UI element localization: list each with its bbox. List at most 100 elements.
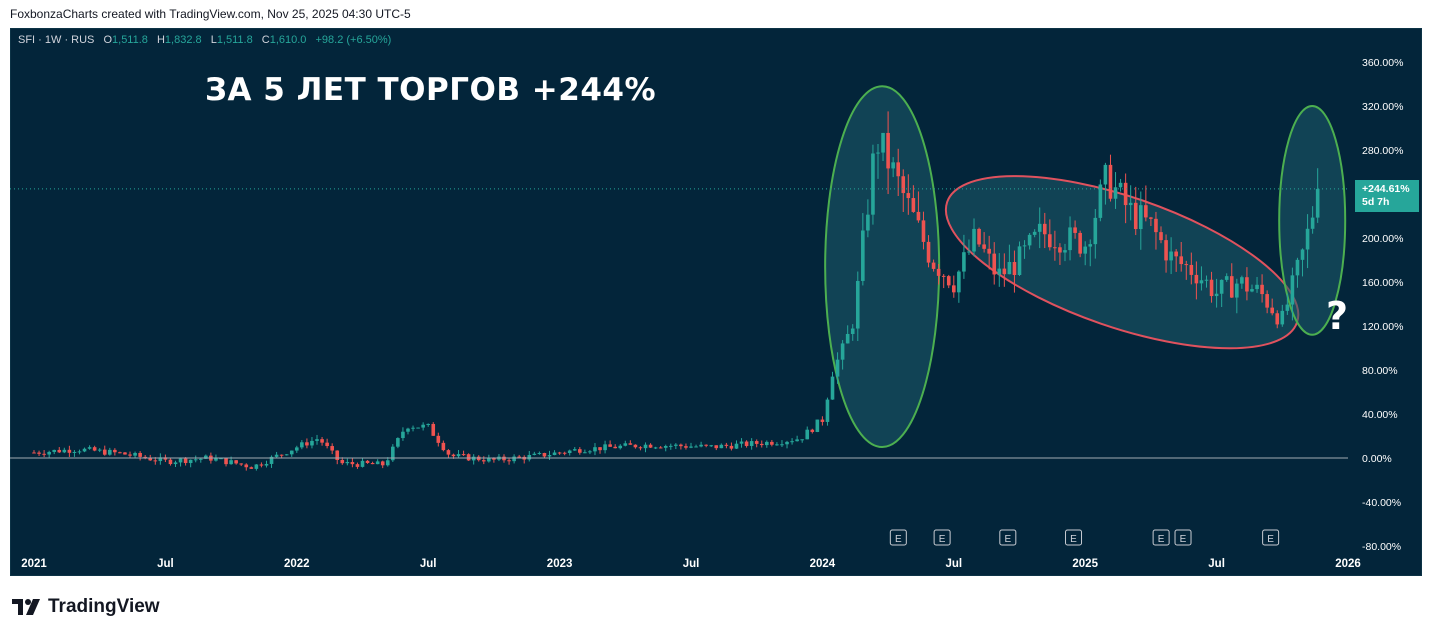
candle-body[interactable]	[719, 444, 724, 449]
candle-body[interactable]	[552, 452, 557, 456]
candle-body[interactable]	[911, 198, 916, 212]
candle-body[interactable]	[562, 452, 567, 454]
candle-body[interactable]	[861, 230, 865, 281]
candle-body[interactable]	[102, 449, 107, 455]
candle-body[interactable]	[360, 460, 365, 467]
candle-body[interactable]	[42, 453, 46, 455]
candle-body[interactable]	[674, 444, 678, 446]
candle-body[interactable]	[714, 445, 719, 449]
candle-body[interactable]	[603, 444, 607, 451]
candle-body[interactable]	[234, 460, 238, 464]
candle-body[interactable]	[886, 132, 890, 169]
candle-body[interactable]	[800, 439, 804, 441]
candle-body[interactable]	[810, 429, 815, 432]
candle-body[interactable]	[749, 441, 754, 446]
candle-body[interactable]	[1189, 264, 1194, 275]
candle-body[interactable]	[204, 455, 208, 459]
candle-body[interactable]	[1310, 217, 1315, 229]
candle-body[interactable]	[305, 442, 309, 446]
candle-body[interactable]	[224, 458, 228, 465]
candle-body[interactable]	[1265, 294, 1269, 308]
candle-body[interactable]	[492, 457, 496, 460]
candle-body[interactable]	[643, 444, 648, 449]
candle-body[interactable]	[406, 428, 410, 432]
candle-body[interactable]	[866, 214, 870, 231]
candle-body[interactable]	[1174, 251, 1178, 257]
candle-body[interactable]	[567, 450, 572, 453]
candle-body[interactable]	[613, 446, 617, 449]
candle-body[interactable]	[300, 442, 304, 448]
candle-body[interactable]	[1144, 205, 1148, 218]
candle-body[interactable]	[997, 268, 1002, 275]
candle-body[interactable]	[805, 429, 810, 440]
candle-body[interactable]	[1164, 240, 1168, 261]
candle-body[interactable]	[648, 444, 653, 448]
candle-body[interactable]	[401, 431, 405, 439]
candle-body[interactable]	[168, 459, 173, 465]
candle-body[interactable]	[1214, 293, 1219, 297]
candle-body[interactable]	[1053, 247, 1057, 249]
candle-body[interactable]	[1245, 277, 1249, 292]
candle-body[interactable]	[835, 359, 840, 377]
earnings-marker[interactable]: E	[1262, 529, 1280, 546]
candle-body[interactable]	[653, 447, 658, 449]
candle-body[interactable]	[1159, 232, 1163, 241]
candle-body[interactable]	[780, 444, 784, 446]
candle-body[interactable]	[759, 443, 764, 446]
candle-body[interactable]	[517, 456, 521, 458]
candle-body[interactable]	[638, 447, 643, 449]
candle-body[interactable]	[411, 427, 415, 429]
candle-body[interactable]	[557, 452, 562, 454]
candle-body[interactable]	[628, 443, 633, 445]
candle-body[interactable]	[962, 252, 966, 272]
candle-body[interactable]	[315, 439, 319, 441]
candle-body[interactable]	[396, 438, 400, 447]
candle-body[interactable]	[1204, 279, 1209, 281]
candle-body[interactable]	[1058, 247, 1062, 253]
candle-body[interactable]	[416, 427, 420, 429]
candle-body[interactable]	[1098, 184, 1103, 218]
candle-body[interactable]	[1118, 182, 1123, 188]
candle-body[interactable]	[456, 454, 461, 457]
candle-body[interactable]	[785, 441, 789, 445]
candle-body[interactable]	[295, 447, 299, 451]
candle-body[interactable]	[1123, 182, 1128, 206]
candle-body[interactable]	[694, 446, 698, 448]
candle-body[interactable]	[941, 275, 946, 277]
candle-body[interactable]	[1032, 231, 1037, 235]
candle-body[interactable]	[1128, 202, 1133, 206]
candle-body[interactable]	[320, 439, 324, 443]
candle-body[interactable]	[876, 152, 880, 154]
candle-body[interactable]	[72, 451, 77, 453]
candle-body[interactable]	[689, 446, 693, 448]
candle-body[interactable]	[1012, 262, 1017, 276]
candle-body[interactable]	[355, 464, 360, 467]
candle-body[interactable]	[62, 449, 67, 453]
candle-body[interactable]	[1138, 205, 1143, 230]
candle-body[interactable]	[451, 454, 456, 457]
candle-body[interactable]	[1315, 188, 1320, 218]
earnings-marker[interactable]: E	[889, 529, 907, 546]
candle-body[interactable]	[790, 441, 794, 443]
candle-body[interactable]	[370, 463, 375, 465]
candle-body[interactable]	[57, 449, 62, 453]
candle-body[interactable]	[1285, 304, 1290, 311]
candle-body[interactable]	[547, 455, 552, 457]
candle-body[interactable]	[481, 460, 486, 462]
candle-body[interactable]	[385, 460, 390, 466]
candle-body[interactable]	[173, 462, 178, 465]
candle-body[interactable]	[97, 449, 102, 451]
candle-body[interactable]	[87, 447, 92, 449]
candle-body[interactable]	[795, 439, 799, 442]
candle-body[interactable]	[891, 162, 895, 169]
candle-body[interactable]	[588, 451, 592, 453]
candle-body[interactable]	[1068, 227, 1072, 251]
candle-body[interactable]	[375, 461, 380, 465]
candle-body[interactable]	[972, 228, 976, 252]
candle-body[interactable]	[1007, 262, 1012, 275]
candle-body[interactable]	[1250, 289, 1254, 292]
correction-ellipse[interactable]	[926, 141, 1318, 384]
candle-body[interactable]	[982, 244, 986, 249]
candle-body[interactable]	[471, 456, 476, 461]
candle-body[interactable]	[855, 280, 860, 329]
